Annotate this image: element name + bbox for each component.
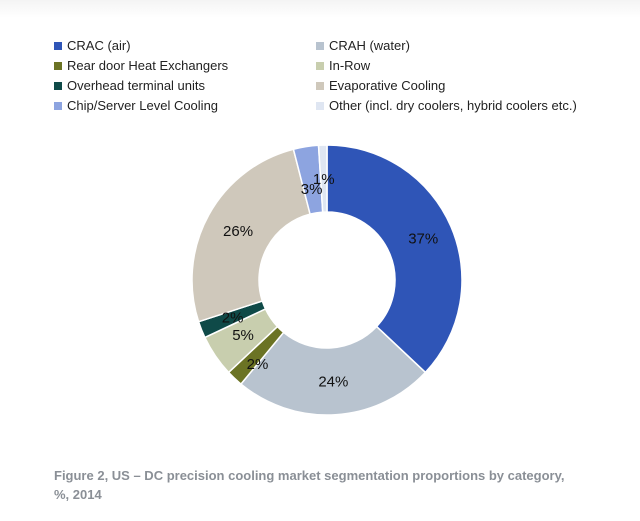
legend-swatch-evaporative: [316, 81, 324, 90]
legend-swatch-rear-door: [54, 61, 62, 70]
legend-label-crac: CRAC (air): [67, 38, 131, 53]
legend-item-evaporative: Evaporative Cooling: [316, 78, 445, 93]
legend-item-in-row: In-Row: [316, 58, 370, 73]
data-label-other: 1%: [313, 171, 335, 188]
legend-swatch-in-row: [316, 61, 324, 70]
legend-label-chip: Chip/Server Level Cooling: [67, 98, 219, 113]
donut-slice-crah: [239, 325, 427, 416]
legend-swatch-other: [316, 101, 324, 110]
data-label-in-row: 5%: [232, 327, 254, 344]
legend-label-other: Other (incl. dry coolers, hybrid coolers…: [329, 98, 577, 113]
data-label-evaporative: 26%: [223, 223, 253, 240]
donut-slice-crac: [326, 144, 463, 374]
legend-label-crah: CRAH (water): [329, 38, 410, 53]
legend-swatch-overhead: [54, 81, 62, 90]
data-label-crac: 37%: [408, 230, 438, 247]
legend-label-evaporative: Evaporative Cooling: [329, 78, 446, 93]
legend-swatch-crac: [54, 41, 62, 50]
data-label-chip: 3%: [301, 181, 323, 198]
figure-caption: Figure 2, US – DC precision cooling mark…: [54, 468, 565, 502]
legend-item-other: Other (incl. dry coolers, hybrid coolers…: [316, 98, 577, 113]
legend-swatch-crah: [316, 41, 324, 50]
data-label-overhead: 2%: [222, 309, 244, 326]
data-label-crah: 24%: [318, 373, 348, 390]
data-label-rear-door: 2%: [247, 356, 269, 373]
legend-item-rear-door: Rear door Heat Exchangers: [54, 58, 228, 73]
legend-label-overhead: Overhead terminal units: [67, 78, 206, 93]
donut-slice-other: [317, 144, 328, 213]
donut-labels: 37%24%2%5%2%26%3%1%: [222, 171, 438, 390]
legend-label-in-row: In-Row: [329, 58, 371, 73]
legend-item-chip: Chip/Server Level Cooling: [54, 98, 218, 113]
legend-label-rear-door: Rear door Heat Exchangers: [67, 58, 229, 73]
donut-slice-evaporative: [191, 148, 312, 323]
legend-item-overhead: Overhead terminal units: [54, 78, 205, 93]
legend-item-crah: CRAH (water): [316, 38, 410, 53]
legend-swatch-chip: [54, 101, 62, 110]
donut-slices: [191, 144, 463, 416]
legend-item-crac: CRAC (air): [54, 38, 131, 53]
